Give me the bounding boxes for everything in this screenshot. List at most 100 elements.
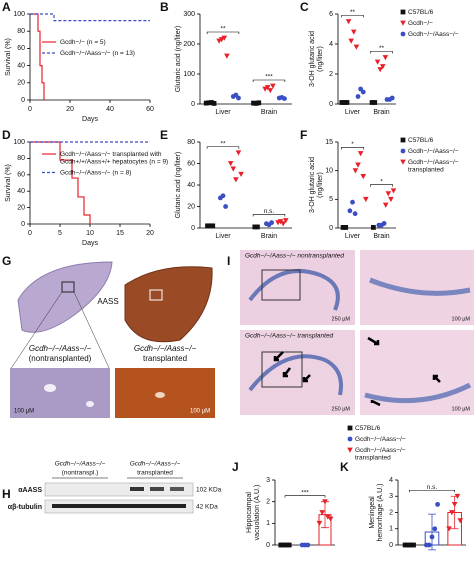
marker (363, 196, 369, 203)
significance-bracket (206, 146, 240, 149)
marker (203, 100, 209, 106)
marker (435, 501, 440, 507)
legend-marker (400, 148, 406, 154)
marker (236, 95, 241, 101)
arrow (370, 399, 381, 407)
y-tick-label: 80 (187, 139, 195, 146)
arrow (367, 336, 380, 346)
marker (446, 526, 452, 532)
legend-marker (347, 425, 353, 431)
marker (352, 168, 359, 174)
y-tick-label: 100 (13, 139, 25, 146)
y-tick-label: 4 (329, 41, 333, 48)
panel-letter: K (340, 460, 349, 474)
y-tick-label: 80 (17, 155, 25, 162)
y-tick-label: 15 (325, 139, 333, 146)
caption: Gcdh−/−/Aass−/− transplanted (245, 333, 334, 340)
arrow (302, 374, 311, 383)
scale-bar: 100 µM (452, 406, 471, 412)
marker (255, 224, 260, 230)
marker (278, 542, 284, 548)
marker (286, 542, 292, 548)
marker (402, 542, 408, 548)
marker (351, 29, 357, 35)
panel-letter: G (2, 254, 11, 268)
panel-letter: J (232, 460, 239, 474)
legend-marker (400, 31, 406, 37)
marker (380, 64, 386, 70)
marker (339, 100, 345, 105)
scale-bar: 100 µM (452, 316, 471, 322)
legend-marker (400, 20, 406, 26)
x-tick-label: 0 (28, 230, 32, 237)
y-tick-label: 1 (389, 526, 393, 533)
significance-label: ** (220, 26, 226, 33)
marker (405, 542, 411, 548)
marker (230, 166, 237, 172)
marker (350, 199, 355, 205)
legend-label: C57BL/6 (355, 425, 381, 432)
marker (252, 224, 258, 230)
marker (205, 223, 210, 229)
marker (426, 542, 432, 548)
marker (270, 83, 276, 89)
inset-box (61, 281, 75, 293)
size-label: 42 KDa (196, 504, 218, 511)
legend-label: Gcdh−/− (408, 20, 433, 27)
x-tick-label: 60 (146, 106, 154, 113)
significance-label: * (380, 178, 383, 185)
significance-label: ** (220, 140, 226, 147)
y-tick-label: 0 (21, 97, 25, 104)
y-tick-label: 0 (389, 542, 393, 549)
y-tick-label: 0 (191, 101, 195, 108)
x-tick-label: Liver (345, 233, 361, 240)
x-tick-label: Brain (373, 109, 389, 116)
marker (235, 150, 242, 156)
marker (251, 100, 256, 106)
panel-letter: C (300, 0, 309, 14)
panel-letter: B (160, 0, 169, 14)
y-tick-label: 300 (183, 11, 195, 18)
marker (206, 100, 212, 106)
significance-label: *** (301, 489, 309, 496)
legend-label: Gcdh−/−/Aass−/− (408, 148, 459, 155)
significance-bracket (252, 214, 286, 217)
lane-label: Gcdh−/−/Aass−/− (55, 461, 106, 468)
survival-curve (30, 13, 150, 22)
inset-box (149, 289, 163, 301)
significance-bracket (206, 31, 240, 34)
marker (340, 225, 346, 230)
marker (388, 196, 394, 203)
marker (370, 225, 376, 230)
lane-label: transplanted (137, 470, 173, 477)
legend-label: Gcdh−/−/Aass−/− (355, 436, 406, 443)
scale-bar: 250 µM (332, 316, 351, 322)
marker (256, 100, 262, 106)
legend-marker (347, 447, 353, 453)
y-tick-label: 100 (183, 71, 195, 78)
marker (457, 518, 464, 524)
hippocampus (364, 382, 472, 404)
x-tick-label: 5 (58, 230, 62, 237)
marker (305, 542, 311, 548)
hippocampus (248, 268, 340, 311)
y-tick-label: 40 (187, 182, 195, 189)
caption: Gcdh−/−/Aass−/− (134, 344, 197, 353)
y-tick-label: 1 (266, 520, 270, 527)
marker (253, 101, 259, 106)
vessel (86, 401, 94, 407)
marker (209, 100, 214, 105)
panel-h: H Gcdh−/−/Aass−/− (nontranspl.) Gcdh−/−/… (2, 461, 222, 514)
x-tick-label: 10 (86, 230, 94, 237)
significance-label: n.s. (427, 484, 438, 491)
y-tick-label: 20 (17, 204, 25, 211)
caption: Gcdh−/−/Aass−/− (29, 344, 92, 353)
marker (238, 171, 244, 178)
marker (284, 542, 289, 548)
arrow (282, 367, 291, 378)
vessel (155, 392, 165, 398)
x-tick-label: 0 (28, 106, 32, 113)
y-tick-label: 40 (17, 62, 25, 69)
marker (382, 55, 389, 61)
y-tick-label: 60 (187, 160, 195, 167)
